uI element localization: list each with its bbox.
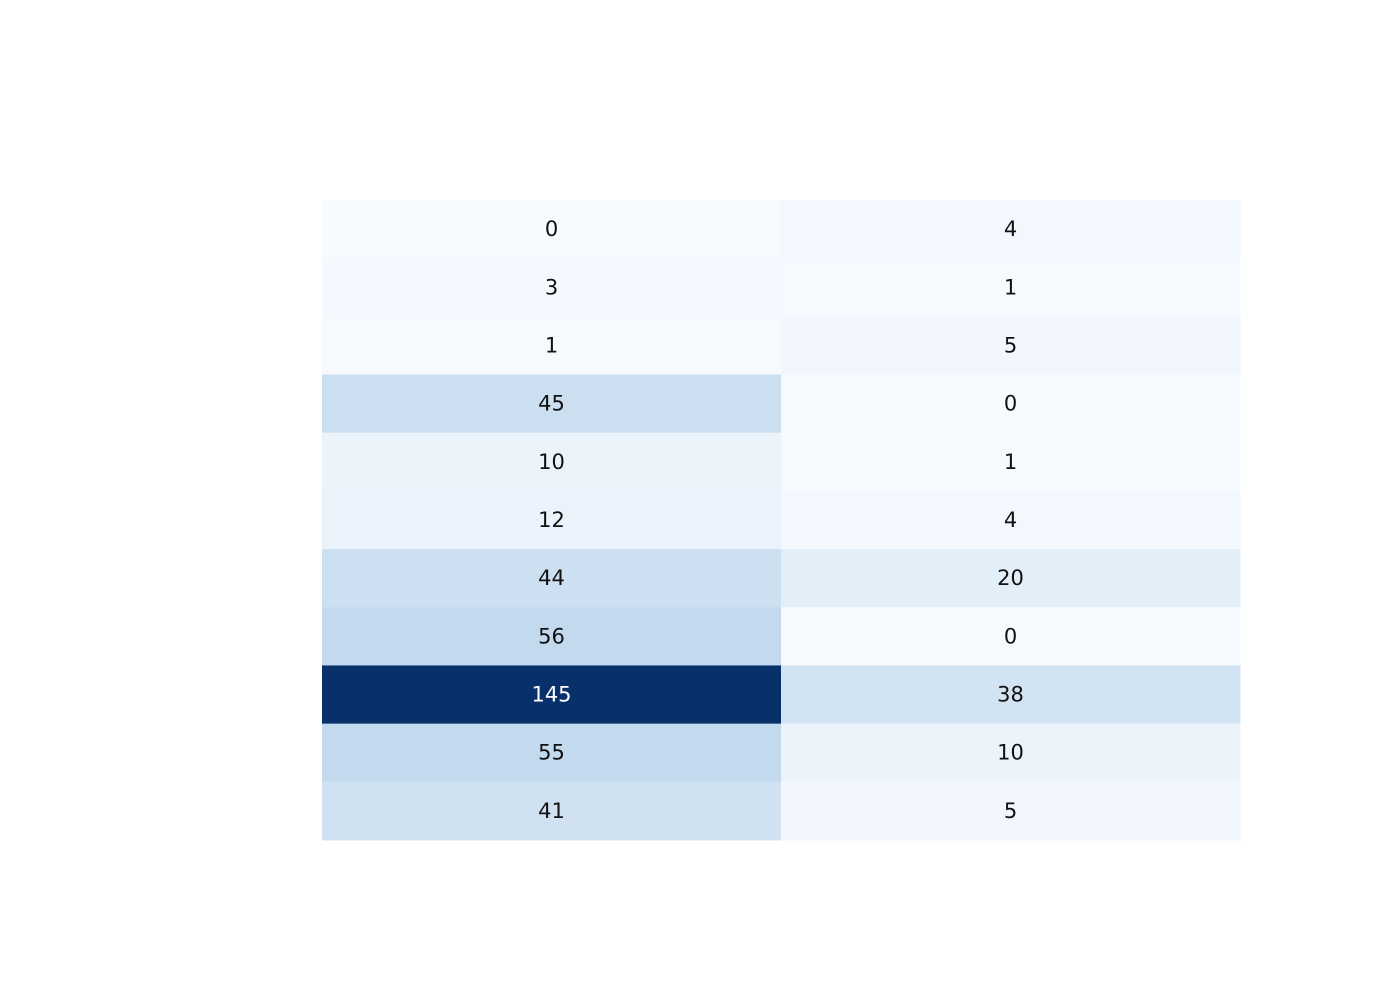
heatmap-cell-r0-c1: [781, 200, 1241, 259]
heatmap-cell-label-r4-c0: 10: [538, 450, 565, 474]
heatmap-cell-label-r8-c1: 38: [997, 683, 1024, 707]
heatmap-cell-label-r9-c1: 10: [997, 741, 1024, 765]
heatmap-cell-r3-c0: [322, 374, 782, 434]
heatmap-cell-label-r2-c0: 1: [545, 333, 558, 357]
heatmap-cell-label-r6-c0: 44: [538, 566, 565, 590]
heatmap-cell-r5-c0: [322, 490, 782, 550]
heatmap-cell-r7-c1: [781, 607, 1241, 666]
heatmap-cell-r8-c1: [781, 665, 1241, 725]
heatmap-cell-label-r3-c0: 45: [538, 392, 565, 416]
heatmap-cell-label-r1-c0: 3: [545, 275, 558, 299]
heatmap-cell-label-r1-c1: 1: [1004, 275, 1017, 299]
heatmap-cell-label-r5-c0: 12: [538, 508, 565, 532]
heatmap-cell-r4-c0: [322, 432, 782, 492]
heatmap-cell-label-r2-c1: 5: [1004, 333, 1017, 357]
heatmap-cell-r9-c0: [322, 723, 782, 783]
heatmap-cell-r9-c1: [781, 723, 1241, 783]
heatmap-cell-r3-c1: [781, 374, 1241, 434]
heatmap-cell-r1-c1: [781, 258, 1241, 317]
heatmap-cell-r4-c1: [781, 432, 1241, 492]
heatmap-cell-label-r0-c0: 0: [545, 217, 558, 241]
heatmap-cell-r5-c1: [781, 490, 1241, 550]
heatmap-cell-r10-c0: [322, 781, 782, 841]
heatmap-cell-r2-c0: [322, 316, 782, 376]
heatmap-cell-label-r8-c0: 145: [531, 683, 571, 707]
heatmap-cell-label-r7-c0: 56: [538, 624, 565, 648]
heatmap-cell-r6-c0: [322, 549, 782, 608]
heatmap-cell-r8-c0: [322, 665, 782, 725]
heatmap-cell-r7-c0: [322, 607, 782, 666]
heatmap-cell-label-r10-c0: 41: [538, 799, 565, 823]
heatmap-cell-r10-c1: [781, 781, 1241, 841]
heatmap-cell-label-r9-c0: 55: [538, 741, 565, 765]
heatmap-cell-label-r0-c1: 4: [1004, 217, 1017, 241]
heatmap-cell-r1-c0: [322, 258, 782, 317]
heatmap-cell-label-r6-c1: 20: [997, 566, 1024, 590]
heatmap-cell-label-r4-c1: 1: [1004, 450, 1017, 474]
heatmap-cell-label-r5-c1: 4: [1004, 508, 1017, 532]
heatmap-cell-label-r10-c1: 5: [1004, 799, 1017, 823]
heatmap-cell-r0-c0: [322, 200, 782, 259]
heatmap-cells: [322, 200, 1241, 841]
heatmap-cell-r2-c1: [781, 316, 1241, 376]
heatmap-cell-label-r3-c1: 0: [1004, 392, 1017, 416]
heatmap-cell-r6-c1: [781, 549, 1241, 608]
heatmap-cell-label-r7-c1: 0: [1004, 624, 1017, 648]
